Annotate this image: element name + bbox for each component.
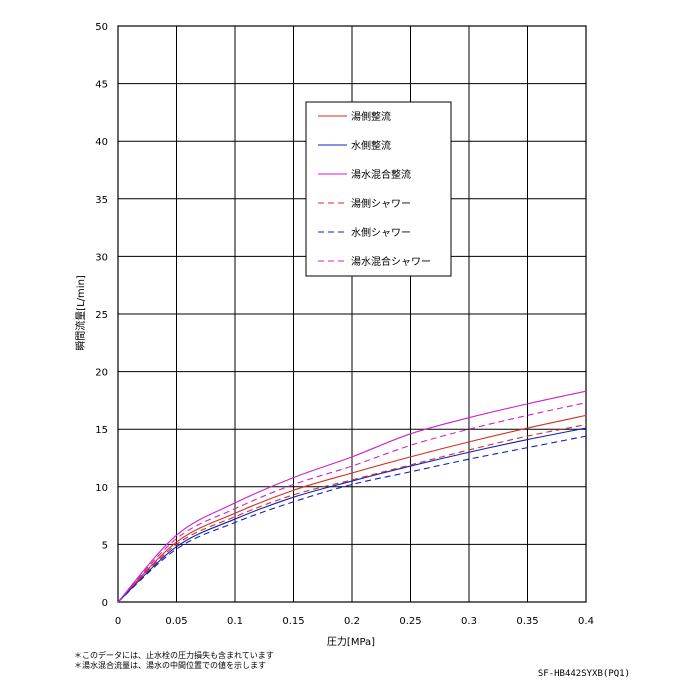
- legend-label-4: 湯側シャワー: [351, 197, 411, 210]
- x-tick-label: 0.4: [578, 616, 594, 627]
- series-line-2: [117, 427, 587, 603]
- x-tick-label: 0.1: [227, 616, 243, 627]
- y-tick-label: 45: [95, 80, 108, 91]
- legend-label-1: 湯側整流: [351, 110, 391, 123]
- y-tick-label: 5: [102, 540, 108, 551]
- series-line-5: [117, 435, 587, 603]
- series-line-3: [117, 390, 587, 603]
- footnote-1: ＊このデータには、止水栓の圧力損失も含まれています: [74, 651, 274, 660]
- x-tick-labels: 0 0.05 0.1 0.15 0.2 0.25 0.3 0.35 0.4: [115, 616, 594, 627]
- x-axis-label: 圧力[MPa]: [327, 635, 375, 648]
- x-tick-label: 0.25: [399, 616, 421, 627]
- y-tick-label: 10: [95, 483, 108, 494]
- y-tick-label: 0: [102, 598, 108, 609]
- series-line-1: [117, 414, 587, 603]
- model-number: SF-HB442SYXB(PQ1): [537, 669, 630, 679]
- y-tick-label: 20: [95, 368, 108, 379]
- legend-label-6: 湯水混合シャワー: [351, 255, 431, 268]
- legend-label-3: 湯水混合整流: [351, 168, 411, 181]
- y-tick-labels: 0 5 10 15 20 25 30 35 40 45 50: [95, 22, 108, 609]
- footnote-2: ＊湯水混合流量は、湯水の中間位置での値を示します: [74, 661, 266, 670]
- y-tick-label: 30: [95, 252, 108, 263]
- y-tick-label: 50: [95, 22, 108, 33]
- y-axis-label: 瞬間流量[L/min]: [74, 275, 87, 351]
- x-tick-label: 0: [115, 616, 121, 627]
- y-tick-label: 35: [95, 195, 108, 206]
- x-tick-label: 0.3: [461, 616, 477, 627]
- legend-box: [305, 101, 452, 277]
- x-tick-label: 0.15: [282, 616, 304, 627]
- series-line-6: [117, 402, 587, 603]
- series-lines: [117, 390, 587, 603]
- x-tick-label: 0.05: [165, 616, 187, 627]
- x-tick-label: 0.35: [516, 616, 538, 627]
- plot-frame: [117, 25, 587, 603]
- x-tick-label: 0.2: [344, 616, 360, 627]
- legend-label-5: 水側シャワー: [351, 226, 411, 239]
- legend-label-2: 水側整流: [351, 139, 391, 152]
- y-tick-label: 40: [95, 137, 108, 148]
- y-tick-label: 25: [95, 310, 108, 321]
- y-tick-label: 15: [95, 425, 108, 436]
